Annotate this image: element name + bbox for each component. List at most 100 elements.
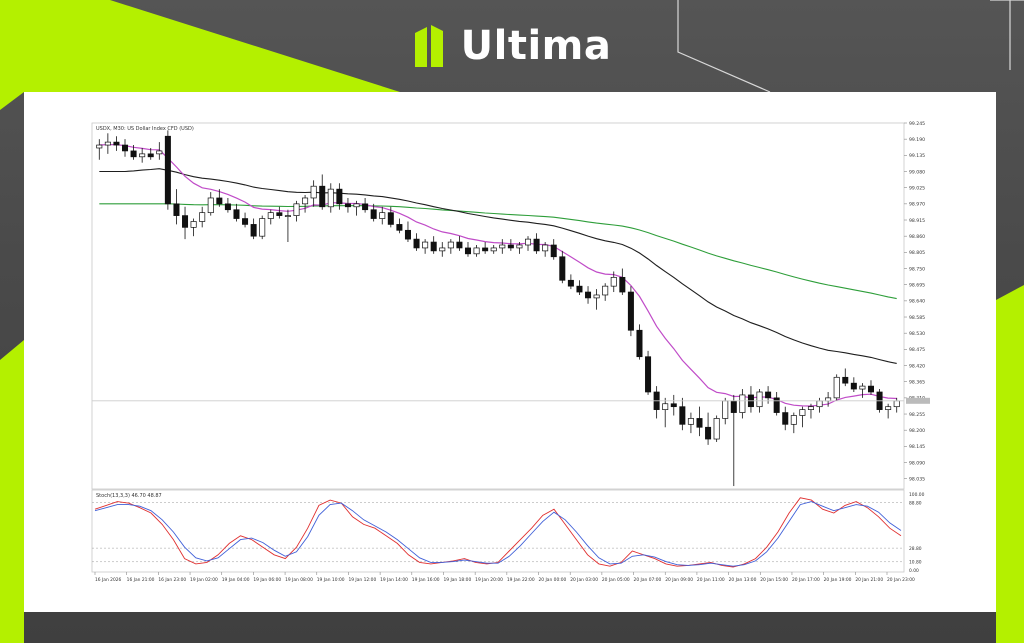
- candle-up: [807, 406, 814, 410]
- candle-down: [636, 329, 643, 358]
- candle-down: [533, 238, 540, 252]
- price-tick-label: 98.200: [909, 428, 925, 434]
- candle-down: [576, 285, 583, 293]
- time-tick-label: 20 Jan 07:00: [634, 577, 662, 583]
- candle-up: [602, 285, 609, 296]
- candle-up: [447, 241, 454, 249]
- candle-down: [550, 244, 557, 258]
- osc-tick-label: 10.80: [909, 560, 922, 566]
- candle-down: [147, 153, 154, 158]
- candle-down: [250, 224, 257, 237]
- brand-logo: Ultima: [0, 18, 1024, 74]
- time-tick-label: 20 Jan 23:00: [887, 577, 915, 583]
- oscillator-plot: Stoch(13,3,3) 46.70 48.87 100.00 88.80 28.…: [91, 489, 925, 574]
- time-tick-label: 20 Jan 00:00: [539, 577, 567, 583]
- price-tick-label: 98.255: [909, 412, 925, 418]
- candle-up: [96, 144, 103, 149]
- price-tick-label: 98.530: [909, 331, 925, 337]
- candle-down: [164, 135, 171, 205]
- candle-down: [559, 256, 566, 281]
- osc-tick-label: 100.00: [909, 492, 925, 498]
- candle-down: [567, 279, 574, 287]
- time-tick-label: 19 Jan 18:00: [443, 577, 471, 583]
- time-tick-label: 19 Jan 12:00: [348, 577, 376, 583]
- candle-down: [507, 244, 514, 249]
- time-tick-label: 19 Jan 16:00: [412, 577, 440, 583]
- candle-down: [670, 403, 677, 408]
- candle-up: [473, 247, 480, 255]
- candle-up: [713, 418, 720, 440]
- candle-up: [439, 247, 446, 252]
- candle-down: [122, 144, 129, 152]
- candle-up: [302, 197, 309, 205]
- time-tick-label: 20 Jan 15:00: [760, 577, 788, 583]
- candle-down: [627, 291, 634, 331]
- candle-down: [396, 224, 403, 231]
- price-tick-label: 99.080: [909, 169, 925, 175]
- candle-up: [893, 400, 900, 408]
- candles: [96, 130, 900, 487]
- time-tick-label: 19 Jan 06:00: [253, 577, 281, 583]
- ma-fast-line: [99, 143, 897, 407]
- price-tick-label: 98.915: [909, 218, 925, 224]
- time-tick-label: 16 Jan 23:00: [158, 577, 186, 583]
- stoch-signal-line: [94, 501, 902, 567]
- price-tick-label: 98.750: [909, 266, 925, 272]
- candle-down: [113, 141, 120, 146]
- time-tick-label: 20 Jan 17:00: [792, 577, 820, 583]
- price-tick-label: 98.860: [909, 234, 925, 240]
- candle-up: [516, 244, 523, 249]
- candle-up: [816, 400, 823, 408]
- price-tick-label: 98.970: [909, 202, 925, 208]
- time-axis: 16 Jan 2026 16 Jan 21:00 16 Jan 23:00 19 Ja…: [94, 572, 915, 583]
- candle-down: [773, 397, 780, 413]
- candle-down: [850, 382, 857, 390]
- candle-up: [259, 218, 266, 237]
- ma-slow-line: [99, 203, 897, 300]
- candle-down: [730, 400, 737, 413]
- price-tick-label: 98.475: [909, 347, 925, 353]
- time-tick-label: 20 Jan 09:00: [665, 577, 693, 583]
- candle-up: [739, 394, 746, 413]
- candle-up: [156, 150, 163, 155]
- time-tick-label: 20 Jan 19:00: [824, 577, 852, 583]
- candle-down: [782, 412, 789, 425]
- candle-down: [216, 197, 223, 205]
- moving-averages: [99, 143, 897, 407]
- osc-tick-label: 28.80: [909, 546, 922, 552]
- candle-up: [353, 203, 360, 208]
- candle-up: [833, 376, 840, 399]
- time-tick-label: 19 Jan 08:00: [285, 577, 313, 583]
- price-tick-label: 99.245: [909, 121, 925, 127]
- candle-down: [224, 203, 231, 211]
- osc-tick-label: 88.80: [909, 500, 922, 506]
- time-tick-label: 16 Jan 21:00: [127, 577, 155, 583]
- price-tick-label: 98.035: [909, 477, 925, 483]
- candle-down: [456, 241, 463, 249]
- candle-up: [542, 244, 549, 252]
- oscillator-lines: [94, 497, 902, 568]
- candle-down: [242, 218, 249, 225]
- candle-down: [705, 426, 712, 440]
- candle-down: [336, 188, 343, 205]
- price-tick-label: 99.190: [909, 137, 925, 143]
- candle-down: [370, 209, 377, 219]
- candle-up: [104, 141, 111, 146]
- time-tick-label: 19 Jan 14:00: [380, 577, 408, 583]
- ultima-mark-icon: [414, 25, 443, 67]
- candle-down: [645, 356, 652, 393]
- candle-down: [319, 185, 326, 208]
- candle-up: [267, 212, 274, 219]
- price-tick-label: 98.090: [909, 460, 925, 466]
- candle-down: [276, 212, 283, 216]
- candle-down: [842, 376, 849, 384]
- time-tick-label: 20 Jan 03:00: [570, 577, 598, 583]
- candle-up: [199, 212, 206, 222]
- candle-up: [662, 403, 669, 410]
- current-price-badge: [906, 397, 930, 404]
- main-price-plot: USDX, M30: US Dollar Index CFD (USD) 99.…: [91, 121, 930, 490]
- candle-up: [284, 215, 291, 217]
- ma-mid-line: [99, 168, 897, 364]
- chart-panel: USDX, M30: US Dollar Index CFD (USD) 99.…: [24, 92, 996, 612]
- time-tick-label: 19 Jan 04:00: [222, 577, 250, 583]
